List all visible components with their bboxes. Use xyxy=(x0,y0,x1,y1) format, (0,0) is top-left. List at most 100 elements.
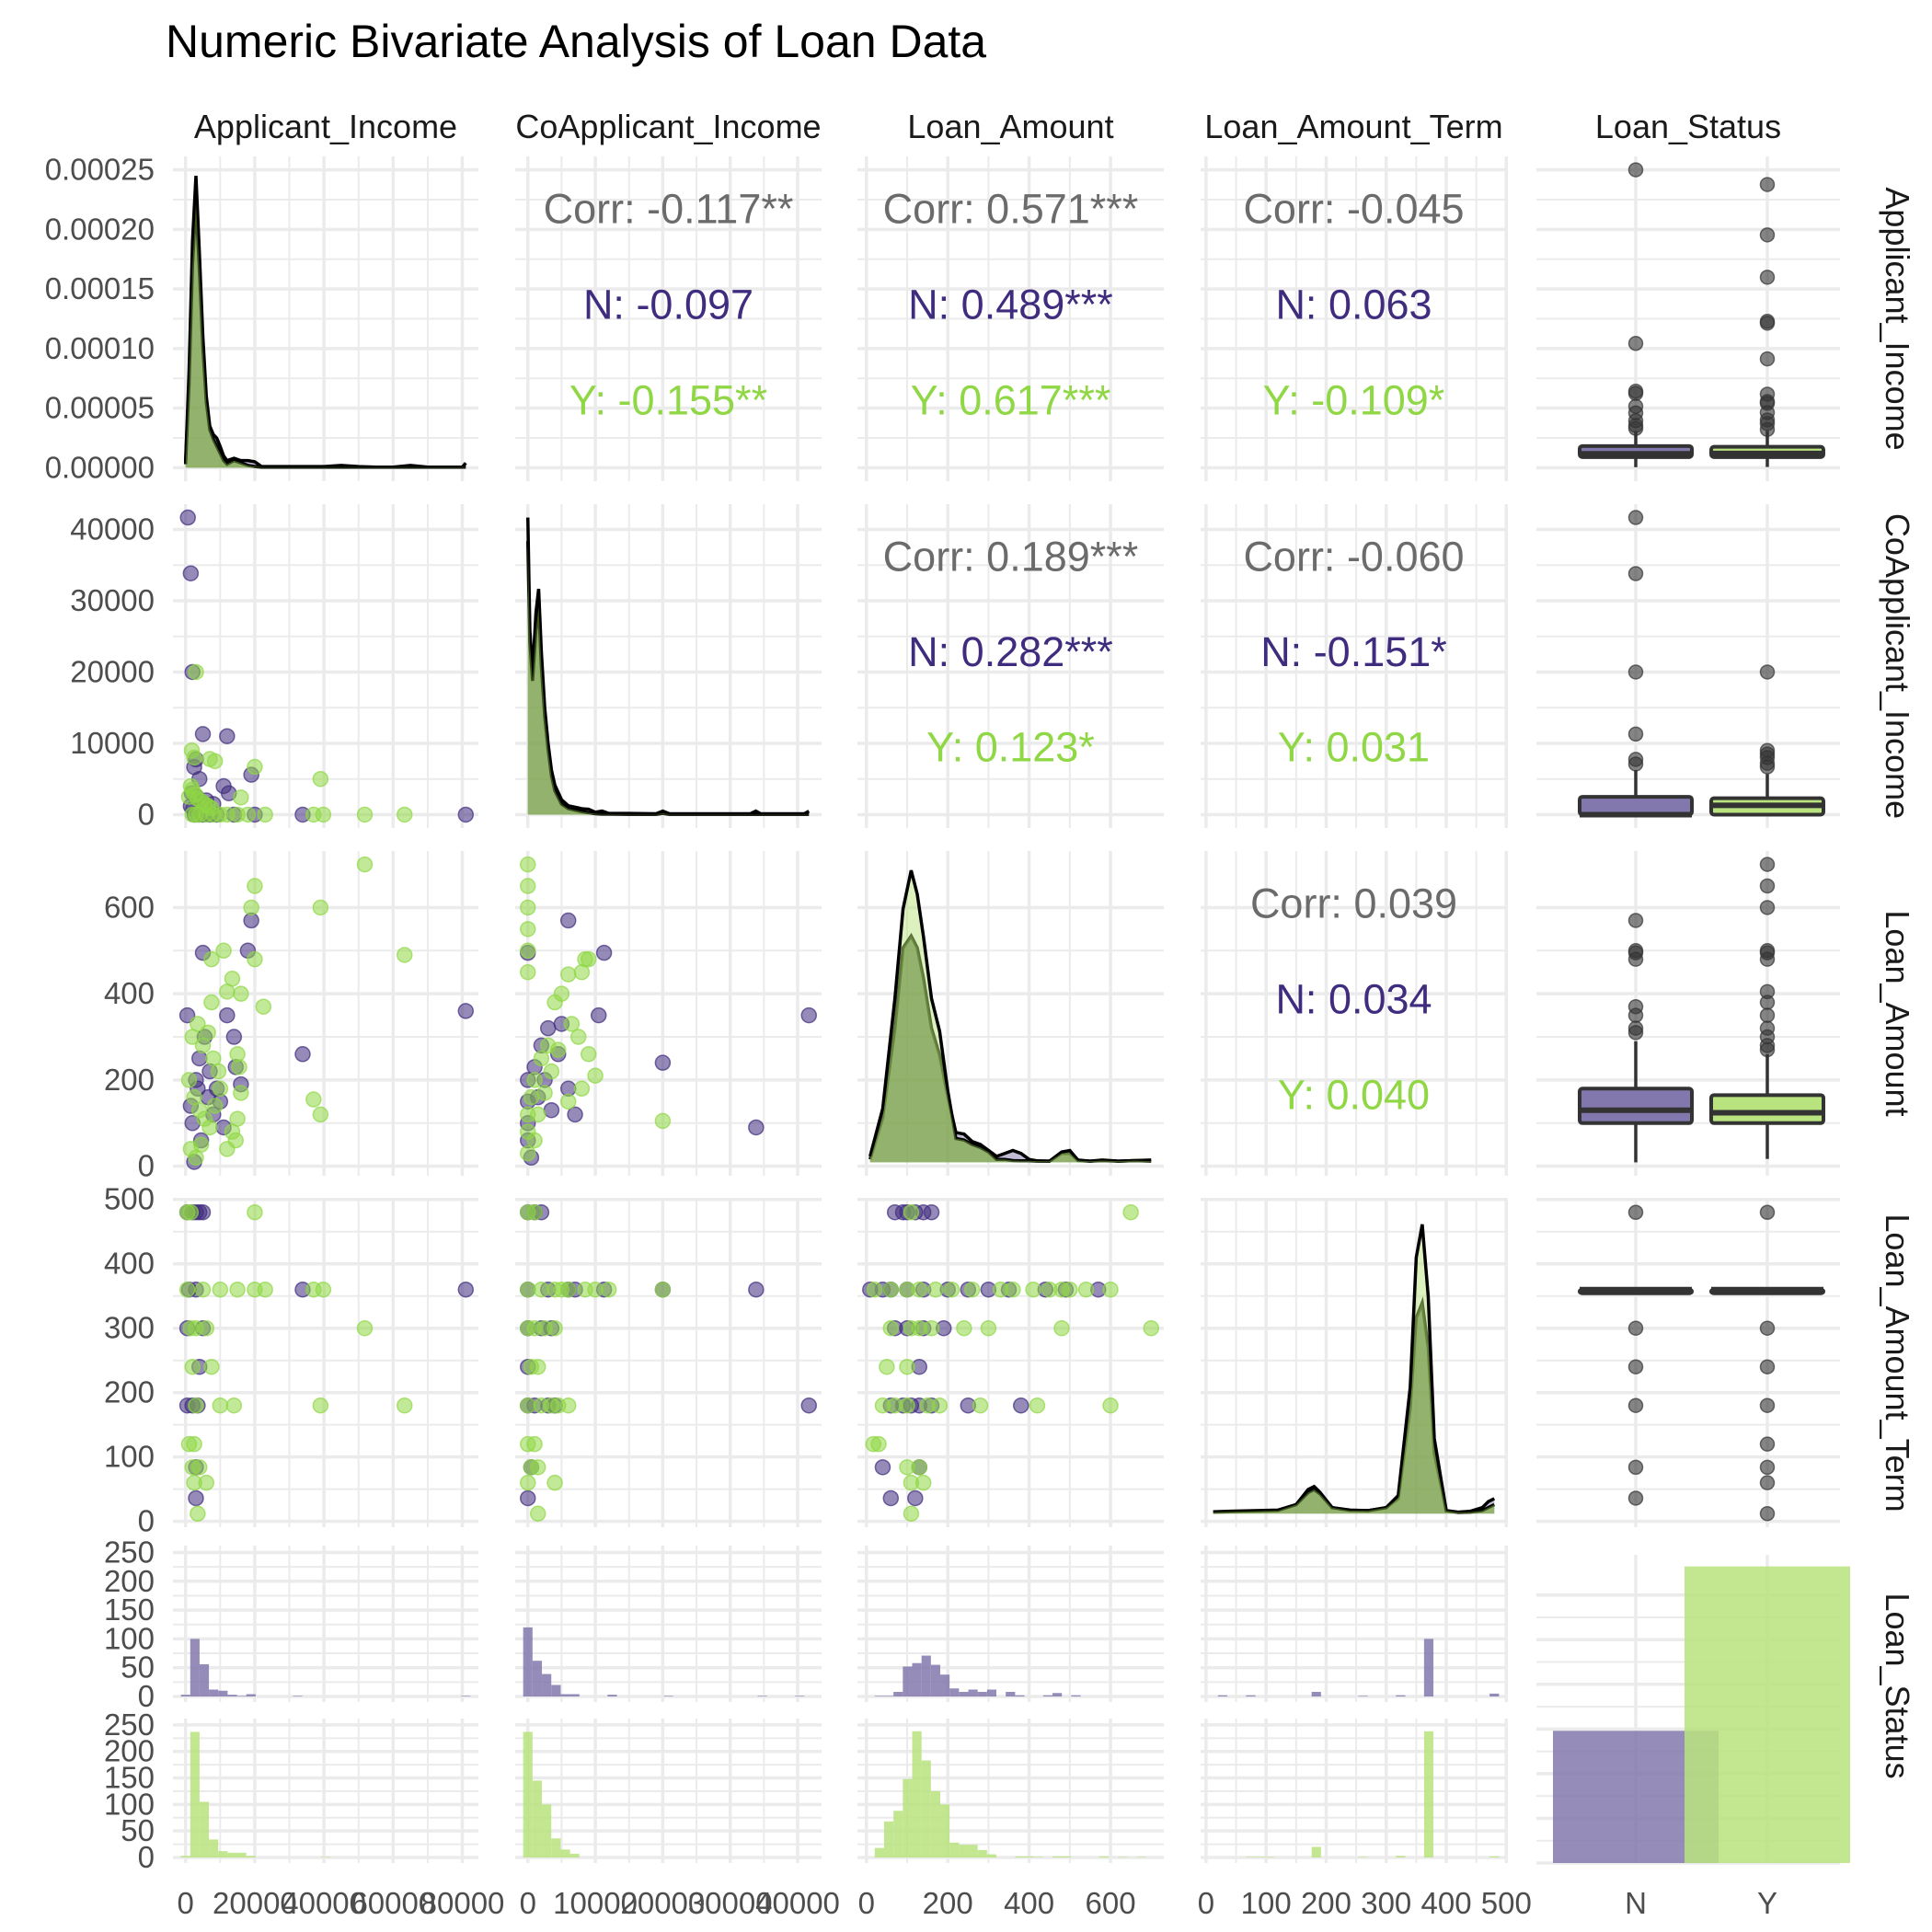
x-tick-label: 0 xyxy=(178,1886,194,1920)
x-tick-label: 40000 xyxy=(755,1886,840,1920)
hist-bar-Y xyxy=(190,1731,200,1857)
scatter-point-Y xyxy=(356,1319,374,1337)
corr-group-y: Y: -0.155** xyxy=(569,377,767,424)
y-tick-label: 20000 xyxy=(70,654,155,688)
scatter-point-N xyxy=(923,1203,940,1221)
scatter-point-Y xyxy=(519,942,536,960)
hist-bar-Y xyxy=(986,1854,997,1857)
y-tick-label: 0 xyxy=(138,797,155,831)
scatter-point-Y xyxy=(190,1016,206,1032)
scatter-point-N xyxy=(543,1101,560,1119)
panel-Applicant_Income-CoApplicant_Income: Corr: -0.117** N: -0.097 Y: -0.155** xyxy=(515,156,822,481)
scatter-point-Y xyxy=(519,1281,536,1298)
scatter-point-Y xyxy=(533,1281,550,1298)
scatter-point-N xyxy=(800,1006,818,1024)
scatter-point-Y xyxy=(186,1435,202,1453)
box-outlier xyxy=(1759,1506,1776,1522)
hist-bar-Y xyxy=(551,1838,561,1857)
hist-bar-N xyxy=(542,1673,552,1696)
box-outlier xyxy=(1759,664,1776,680)
corr-overall: Corr: -0.060 xyxy=(1243,533,1464,580)
scatter-point-Y xyxy=(200,1024,216,1041)
scatter-point-Y xyxy=(215,942,232,960)
scatter-point-Y xyxy=(210,1063,227,1080)
panel-Loan_Amount_Term-Loan_Status xyxy=(1536,1197,1840,1527)
box-outlier xyxy=(1627,752,1644,767)
scatter-point-Y xyxy=(315,806,332,823)
panel-Loan_Amount-CoApplicant_Income xyxy=(515,851,822,1176)
box-outlier xyxy=(1627,566,1644,581)
scatter-point-Y xyxy=(519,878,536,894)
scatter-point-N xyxy=(559,912,577,929)
hist-bar-N xyxy=(893,1691,903,1696)
x-tick-label: 200 xyxy=(1301,1886,1351,1920)
scatter-point-Y xyxy=(243,899,259,916)
box-outlier xyxy=(1627,664,1644,680)
scatter-point-Y xyxy=(257,1281,273,1298)
box-outlier xyxy=(1627,510,1644,525)
scatter-point-Y xyxy=(188,1397,204,1414)
hist-bar-Y xyxy=(977,1849,987,1857)
scatter-point-Y xyxy=(546,1474,563,1491)
scatter-point-Y xyxy=(882,1281,900,1298)
strip-label-col: CoApplicant_Income xyxy=(515,108,821,145)
corr-group-y: Y: 0.031 xyxy=(1278,724,1430,771)
panel-Loan_Status-CoApplicant_Income xyxy=(515,1546,822,1863)
scatter-point-Y xyxy=(1122,1203,1139,1221)
scatter-point-Y xyxy=(312,1106,329,1123)
box-outlier xyxy=(1627,398,1644,414)
scatter-point-N xyxy=(188,1489,204,1507)
hist-bar-N xyxy=(959,1691,969,1696)
corr-group-n: N: 0.282*** xyxy=(908,628,1113,675)
y-tick-label: 200 xyxy=(104,1063,155,1097)
scatter-point-Y xyxy=(654,1281,672,1298)
scatter-point-Y xyxy=(356,856,374,873)
scatter-point-Y xyxy=(519,899,536,916)
scatter-point-Y xyxy=(180,1072,198,1088)
scatter-point-N xyxy=(748,1281,765,1298)
strip-label-row: Loan_Amount xyxy=(1879,910,1916,1116)
scatter-point-Y xyxy=(225,1397,243,1414)
hist-bar-Y xyxy=(227,1852,237,1857)
hist-bar-Y xyxy=(532,1780,543,1857)
y-tick-label: 150 xyxy=(104,1761,155,1795)
hist-bar-N xyxy=(921,1655,931,1696)
scatter-point-Y xyxy=(1077,1281,1095,1298)
box-outlier xyxy=(1627,1020,1644,1036)
scatter-point-N xyxy=(194,726,212,742)
scatter-point-N xyxy=(178,1006,196,1024)
scatter-point-Y xyxy=(879,1358,895,1375)
strip-label-col: Loan_Status xyxy=(1595,108,1781,145)
density-line-Y xyxy=(1213,1224,1496,1514)
hist-bar-N xyxy=(551,1685,561,1696)
scatter-point-N xyxy=(457,806,475,823)
scatter-point-N xyxy=(182,565,200,581)
hist-bar-Y xyxy=(1311,1846,1321,1857)
scatter-point-N xyxy=(748,1119,765,1136)
hist-bar-N xyxy=(560,1694,570,1696)
box-outlier xyxy=(1759,1475,1776,1490)
y-tick-label: 200 xyxy=(104,1734,155,1768)
density-line-N xyxy=(183,175,467,469)
scatter-point-Y xyxy=(559,1093,577,1110)
panel-CoApplicant_Income-Loan_Amount: Corr: 0.189*** N: 0.282*** Y: 0.123* xyxy=(857,504,1164,828)
y-tick-label: 100 xyxy=(104,1621,155,1655)
scatter-point-Y xyxy=(882,1319,900,1337)
box-outlier xyxy=(1627,1359,1644,1374)
hist-bar-N xyxy=(209,1689,219,1696)
scatter-point-Y xyxy=(212,1080,229,1098)
box-outlier xyxy=(1627,1320,1644,1336)
x-tick-label: 30000 xyxy=(688,1886,773,1920)
y-tick-label: 0.00025 xyxy=(45,153,155,187)
panel-CoApplicant_Income-Loan_Status xyxy=(1536,504,1840,828)
hist-bar-N xyxy=(968,1689,978,1696)
scatter-point-Y xyxy=(1102,1397,1119,1414)
scatter-point-Y xyxy=(212,1397,229,1414)
hist-bar-Y xyxy=(569,1853,580,1857)
hist-bar-N xyxy=(569,1694,580,1696)
hist-bar-N xyxy=(227,1695,237,1696)
scatter-point-Y xyxy=(580,950,597,968)
box-outlier xyxy=(1627,913,1644,928)
scatter-point-Y xyxy=(396,1397,413,1414)
panel-CoApplicant_Income-Applicant_Income xyxy=(173,504,478,828)
